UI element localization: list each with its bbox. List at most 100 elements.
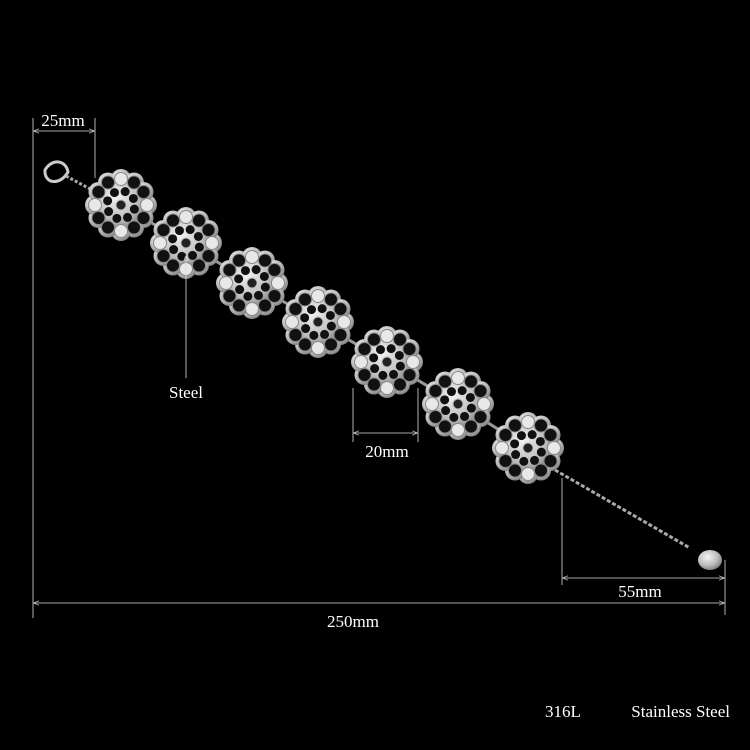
material-label: Stainless Steel — [631, 702, 730, 721]
hole — [112, 213, 122, 223]
hole — [516, 431, 526, 441]
hole — [367, 332, 381, 347]
hole — [140, 198, 154, 212]
grade-label: 316L — [545, 702, 581, 721]
hole — [508, 463, 522, 478]
hole — [375, 345, 385, 355]
hole — [406, 355, 420, 369]
hole — [254, 290, 264, 300]
hole — [324, 292, 338, 307]
hole — [219, 276, 233, 290]
hole — [451, 423, 465, 437]
hole — [251, 265, 261, 275]
hole — [288, 328, 303, 342]
center — [452, 398, 464, 410]
hole — [179, 210, 193, 224]
hole — [232, 253, 246, 268]
hole — [166, 258, 180, 273]
hole — [389, 369, 399, 379]
hole — [380, 381, 394, 395]
hole — [446, 387, 456, 397]
hole — [109, 188, 119, 198]
hole — [168, 234, 178, 244]
hole — [521, 415, 535, 429]
hole — [438, 419, 452, 434]
hole — [298, 337, 312, 352]
hole — [333, 302, 348, 316]
hole — [222, 263, 237, 277]
bracelet — [43, 160, 722, 570]
flower — [150, 207, 222, 279]
hole — [127, 175, 141, 190]
center — [522, 442, 534, 454]
flower — [422, 368, 494, 440]
hole — [169, 245, 179, 255]
hole — [333, 328, 348, 342]
hole — [438, 374, 452, 389]
hole — [129, 204, 139, 214]
hole — [317, 304, 327, 314]
hole — [378, 370, 388, 380]
flower — [216, 247, 288, 319]
hole — [194, 242, 204, 252]
center — [246, 277, 258, 289]
hole — [536, 447, 546, 457]
center — [312, 316, 324, 328]
hole — [101, 220, 115, 235]
hole — [325, 310, 335, 320]
hole — [440, 395, 450, 405]
hole — [386, 344, 396, 354]
hole — [114, 224, 128, 238]
hole — [192, 213, 206, 228]
hole — [449, 412, 459, 422]
hole — [402, 342, 417, 356]
hole — [306, 305, 316, 315]
hole — [367, 377, 381, 392]
hole — [240, 266, 250, 276]
hole — [519, 456, 529, 466]
hole — [473, 410, 488, 424]
hole — [534, 418, 548, 433]
hole — [91, 185, 106, 199]
hole — [521, 467, 535, 481]
hole — [88, 198, 102, 212]
hole — [258, 253, 272, 268]
hole — [91, 211, 106, 225]
hole — [393, 377, 407, 392]
hole — [428, 410, 443, 424]
hole — [510, 439, 520, 449]
hole — [128, 193, 138, 203]
center — [115, 199, 127, 211]
flower — [351, 326, 423, 398]
hole — [428, 384, 443, 398]
tag — [698, 550, 722, 570]
clasp — [43, 160, 70, 183]
hole — [393, 332, 407, 347]
flower — [282, 286, 354, 358]
center — [381, 356, 393, 368]
dimension-label: 25mm — [41, 111, 84, 130]
hole — [298, 292, 312, 307]
hole — [156, 249, 171, 263]
hole — [235, 285, 245, 295]
hole — [101, 175, 115, 190]
hole — [357, 342, 372, 356]
hole — [177, 251, 187, 261]
dimension-label: 20mm — [365, 442, 408, 461]
hole — [192, 258, 206, 273]
hole — [465, 392, 475, 402]
hole — [498, 454, 513, 468]
hole — [457, 386, 467, 396]
hole — [511, 450, 521, 460]
hole — [369, 353, 379, 363]
hole — [136, 185, 151, 199]
hole — [232, 298, 246, 313]
hole — [498, 428, 513, 442]
hole — [127, 220, 141, 235]
hole — [425, 397, 439, 411]
flower — [492, 412, 564, 484]
hole — [402, 368, 417, 382]
dimension-label: 250mm — [327, 612, 379, 631]
hole — [185, 225, 195, 235]
hole — [288, 302, 303, 316]
